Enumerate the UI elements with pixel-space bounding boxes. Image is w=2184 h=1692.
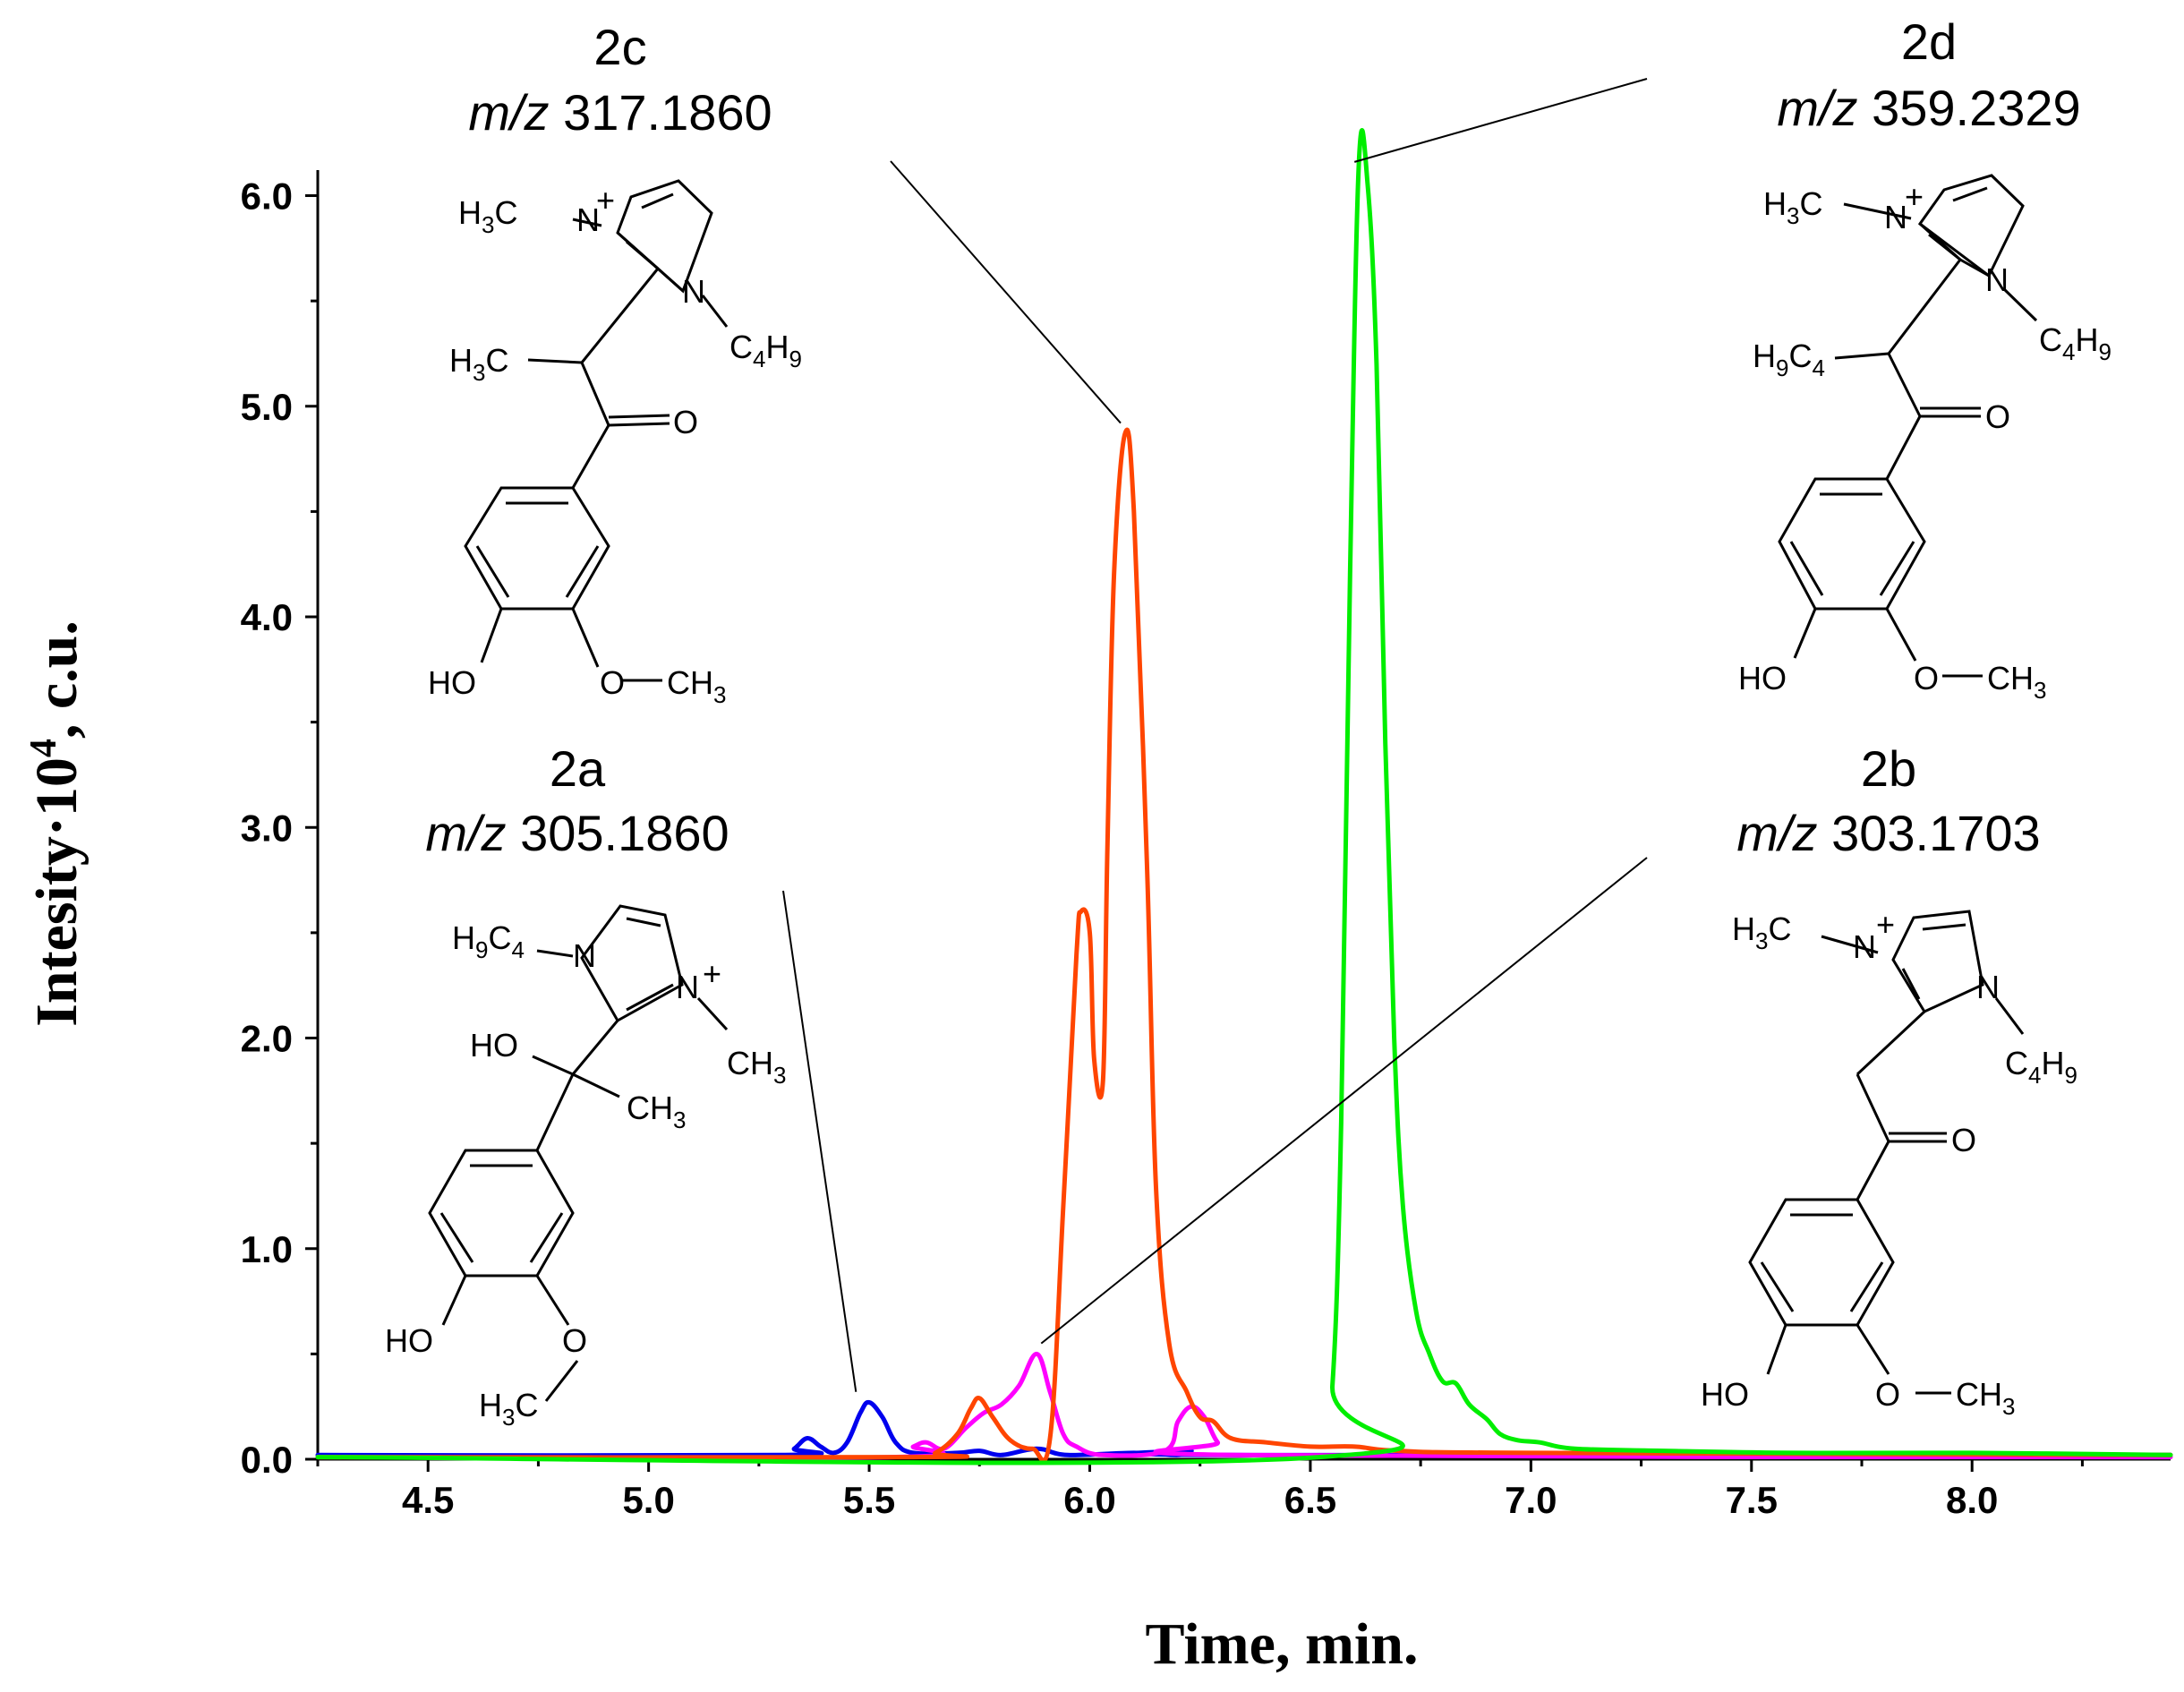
y-axis-title: Intesity·104, c.u.	[23, 620, 90, 1027]
y-tick-label: 1.0	[241, 1228, 293, 1270]
atom-n: N	[1884, 199, 1907, 235]
compound-mz: m/z 359.2329	[1777, 80, 2080, 136]
y-tick-label: 6.0	[241, 175, 293, 218]
atom-n: N	[1985, 261, 2009, 298]
atom-h9c4: H9C4	[452, 919, 525, 963]
atom-o: O	[1951, 1122, 1976, 1158]
atom-o: O	[1875, 1376, 1900, 1413]
benzene-ring	[1748, 1198, 1895, 1327]
atom-ho: HO	[1738, 660, 1787, 696]
atom-o: O	[1985, 398, 2010, 435]
atom-o: O	[600, 664, 625, 701]
x-tick-label: 6.0	[1063, 1479, 1115, 1521]
atom-ho: HO	[1701, 1376, 1749, 1413]
x-tick-label: 7.0	[1505, 1479, 1557, 1521]
atom-ch3: CH3	[1987, 660, 2046, 704]
structure-2c: H3C N + N C4H9 H3C O HO O CH3	[428, 179, 802, 708]
atom-ho: HO	[428, 664, 476, 701]
atom-o: O	[562, 1322, 587, 1359]
atom-ch3: CH3	[1956, 1376, 2015, 1420]
series-layer	[315, 127, 2173, 1466]
atom-h3c: H3C	[1732, 910, 1791, 954]
structure-2a: H9C4 N N + CH3 HO CH3 HO O H3C	[385, 904, 786, 1431]
imidazole-ring	[1917, 174, 2025, 278]
atom-h3c: H3C	[449, 342, 508, 386]
leader-line-2d	[1353, 78, 1648, 163]
benzene-ring	[464, 486, 610, 611]
leader-lines	[782, 78, 1648, 1392]
atom-ho: HO	[385, 1322, 433, 1359]
series-line-2b	[315, 1351, 2173, 1461]
series-line-2d	[315, 127, 2173, 1466]
leader-line-2a	[782, 890, 857, 1392]
atom-h3c: H3C	[458, 194, 517, 238]
atom-h3c: H3C	[1763, 185, 1822, 229]
compound-name: 2b	[1861, 740, 1916, 797]
atom-n: N	[1976, 969, 2000, 1005]
leader-line-2b	[1040, 857, 1648, 1345]
compound-mz: m/z 305.1860	[425, 805, 729, 861]
x-tick-label: 7.5	[1726, 1479, 1778, 1521]
benzene-ring	[428, 1149, 575, 1278]
series-line-2a	[315, 1399, 2173, 1458]
y-tick-label: 4.0	[241, 596, 293, 638]
x-tick-label: 5.5	[843, 1479, 895, 1521]
compound-name: 2a	[550, 740, 606, 797]
structure-2b: H3C N + N C4H9 O HO O CH3	[1701, 906, 2077, 1420]
x-axis-title: Time, min.	[1146, 1611, 1419, 1677]
atom-plus: +	[1876, 906, 1895, 943]
atom-n: N	[682, 273, 705, 310]
axes: 0.0 1.0 2.0 3.0 4.0 5.0 6.0 4.5 5.0 5.5 6.0 6.5 7.0 7…	[241, 170, 2171, 1521]
y-tick-label: 2.0	[241, 1018, 293, 1060]
atom-plus: +	[596, 182, 615, 218]
compound-mz: m/z 303.1703	[1736, 805, 2040, 861]
leader-line-2c	[890, 160, 1122, 424]
atom-n: N	[576, 201, 600, 238]
x-tick-label: 4.5	[402, 1479, 454, 1521]
y-tick-label: 0.0	[241, 1439, 293, 1481]
atom-plus: +	[1905, 178, 1924, 215]
atom-ho: HO	[470, 1027, 518, 1064]
compound-name: 2c	[593, 19, 646, 75]
atom-o: O	[673, 404, 698, 440]
atom-n: N	[1853, 928, 1876, 965]
atom-h3c: H3C	[479, 1387, 538, 1431]
compound-label-2b: 2b m/z 303.1703	[1736, 740, 2040, 861]
atom-plus: +	[703, 955, 721, 992]
atom-c4h9: C4H9	[729, 329, 802, 372]
compound-label-2d: 2d m/z 359.2329	[1777, 13, 2080, 136]
atom-c4h9: C4H9	[2039, 321, 2111, 365]
compound-label-2c: 2c m/z 317.1860	[468, 19, 772, 141]
x-tick-label: 5.0	[622, 1479, 674, 1521]
x-tick-label: 8.0	[1946, 1479, 1998, 1521]
compound-label-2a: 2a m/z 305.1860	[425, 740, 729, 861]
benzene-ring	[1778, 477, 1926, 611]
imidazole-ring	[1891, 910, 1984, 1013]
atom-o: O	[1914, 660, 1939, 696]
atom-ch3: CH3	[627, 1090, 686, 1133]
atom-ch3: CH3	[727, 1045, 786, 1089]
atom-n: N	[573, 937, 596, 974]
x-tick-label: 6.5	[1284, 1479, 1336, 1521]
compound-name: 2d	[1901, 13, 1957, 70]
y-tick-label: 3.0	[241, 807, 293, 849]
atom-c4h9: C4H9	[2005, 1045, 2077, 1089]
atom-ch3: CH3	[667, 664, 726, 708]
series-line-2c	[315, 427, 2173, 1464]
imidazole-ring	[580, 904, 684, 1023]
structure-2d: H3C N + N C4H9 H9C4 O HO O CH3	[1738, 174, 2111, 704]
compound-mz: m/z 317.1860	[468, 84, 772, 141]
atom-h9c4: H9C4	[1753, 338, 1825, 381]
y-tick-label: 5.0	[241, 386, 293, 428]
atom-n: N	[676, 969, 699, 1005]
